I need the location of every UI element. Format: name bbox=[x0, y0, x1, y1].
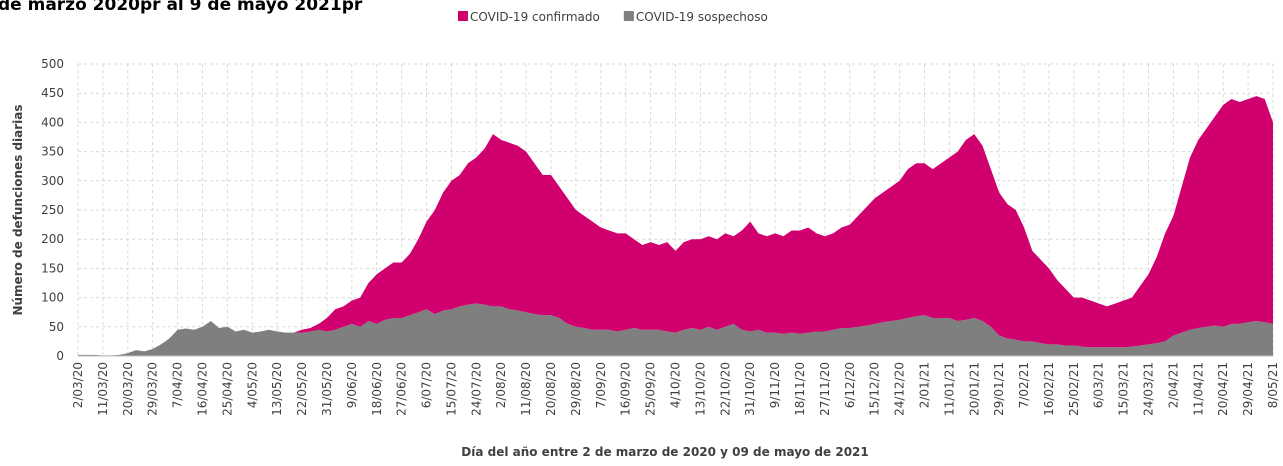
x-tick-label: 24/03/21 bbox=[1142, 362, 1156, 416]
x-tick-label: 15/07/20 bbox=[444, 362, 458, 416]
x-tick-label: 15/12/20 bbox=[868, 362, 882, 416]
y-tick-label: 500 bbox=[41, 57, 64, 71]
x-tick-label: 7/09/20 bbox=[594, 362, 608, 408]
x-tick-label: 11/03/20 bbox=[96, 362, 110, 416]
x-tick-label: 6/03/21 bbox=[1092, 362, 1106, 408]
legend-label: COVID-19 confirmado bbox=[470, 10, 600, 24]
x-tick-label: 20/03/20 bbox=[121, 362, 135, 416]
legend-label: COVID-19 sospechoso bbox=[636, 10, 768, 24]
x-tick-label: 31/05/20 bbox=[320, 362, 334, 416]
x-tick-label: 25/02/21 bbox=[1067, 362, 1081, 416]
x-tick-label: 11/08/20 bbox=[519, 362, 533, 416]
y-tick-label: 0 bbox=[56, 349, 64, 363]
x-tick-label: 2/01/21 bbox=[917, 362, 931, 408]
x-tick-label: 13/05/20 bbox=[270, 362, 284, 416]
x-tick-label: 29/04/21 bbox=[1241, 362, 1255, 416]
y-tick-label: 50 bbox=[49, 320, 64, 334]
x-tick-label: 11/01/21 bbox=[942, 362, 956, 416]
x-tick-label: 20/08/20 bbox=[544, 362, 558, 416]
x-tick-label: 2/04/21 bbox=[1166, 362, 1180, 408]
chart-title: de marzo 2020pr al 9 de mayo 2021pr bbox=[0, 0, 363, 15]
x-tick-label: 29/01/21 bbox=[992, 362, 1006, 416]
x-tick-label: 9/06/20 bbox=[345, 362, 359, 408]
x-tick-label: 16/02/21 bbox=[1042, 362, 1056, 416]
x-tick-label: 31/10/20 bbox=[743, 362, 757, 416]
x-tick-label: 24/12/20 bbox=[893, 362, 907, 416]
y-tick-label: 300 bbox=[41, 174, 64, 188]
x-tick-label: 16/04/20 bbox=[195, 362, 209, 416]
x-tick-label: 25/09/20 bbox=[644, 362, 658, 416]
x-tick-label: 7/04/20 bbox=[171, 362, 185, 408]
x-tick-label: 20/01/21 bbox=[967, 362, 981, 416]
legend-swatch bbox=[458, 11, 468, 21]
area bbox=[78, 303, 1273, 356]
y-tick-label: 200 bbox=[41, 232, 64, 246]
x-tick-label: 2/03/20 bbox=[71, 362, 85, 408]
x-tick-label: 6/07/20 bbox=[420, 362, 434, 408]
x-tick-label: 22/05/20 bbox=[295, 362, 309, 416]
x-tick-label: 4/10/20 bbox=[669, 362, 683, 408]
legend-swatch bbox=[623, 11, 634, 21]
x-tick-label: 13/10/20 bbox=[693, 362, 707, 416]
x-tick-label: 16/09/20 bbox=[619, 362, 633, 416]
x-tick-label: 9/11/20 bbox=[768, 362, 782, 408]
x-tick-label: 15/03/21 bbox=[1117, 362, 1131, 416]
x-tick-label: 29/08/20 bbox=[569, 362, 583, 416]
y-tick-label: 450 bbox=[41, 86, 64, 100]
x-tick-label: 6/12/20 bbox=[843, 362, 857, 408]
x-tick-label: 7/02/21 bbox=[1017, 362, 1031, 408]
area bbox=[78, 96, 1273, 356]
x-tick-label: 20/04/21 bbox=[1216, 362, 1230, 416]
x-tick-label: 11/04/21 bbox=[1191, 362, 1205, 416]
x-tick-label: 27/11/20 bbox=[818, 362, 832, 416]
y-tick-label: 250 bbox=[41, 203, 64, 217]
x-tick-label: 18/11/20 bbox=[793, 362, 807, 416]
x-tick-label: 18/06/20 bbox=[370, 362, 384, 416]
x-tick-label: 24/07/20 bbox=[469, 362, 483, 416]
y-tick-label: 150 bbox=[41, 261, 64, 275]
x-tick-label: 25/04/20 bbox=[220, 362, 234, 416]
y-tick-label: 100 bbox=[41, 291, 64, 305]
x-tick-label: 2/08/20 bbox=[494, 362, 508, 408]
y-axis-label: Número de defunciones diarias bbox=[11, 104, 25, 315]
x-tick-label: 8/05/21 bbox=[1266, 362, 1280, 408]
x-tick-label: 22/10/20 bbox=[718, 362, 732, 416]
x-tick-label: 29/03/20 bbox=[146, 362, 160, 416]
y-tick-label: 400 bbox=[41, 115, 64, 129]
x-tick-label: 4/05/20 bbox=[245, 362, 259, 408]
y-tick-label: 350 bbox=[41, 145, 64, 159]
x-axis-label: Día del año entre 2 de marzo de 2020 y 0… bbox=[461, 445, 869, 459]
x-tick-label: 27/06/20 bbox=[395, 362, 409, 416]
